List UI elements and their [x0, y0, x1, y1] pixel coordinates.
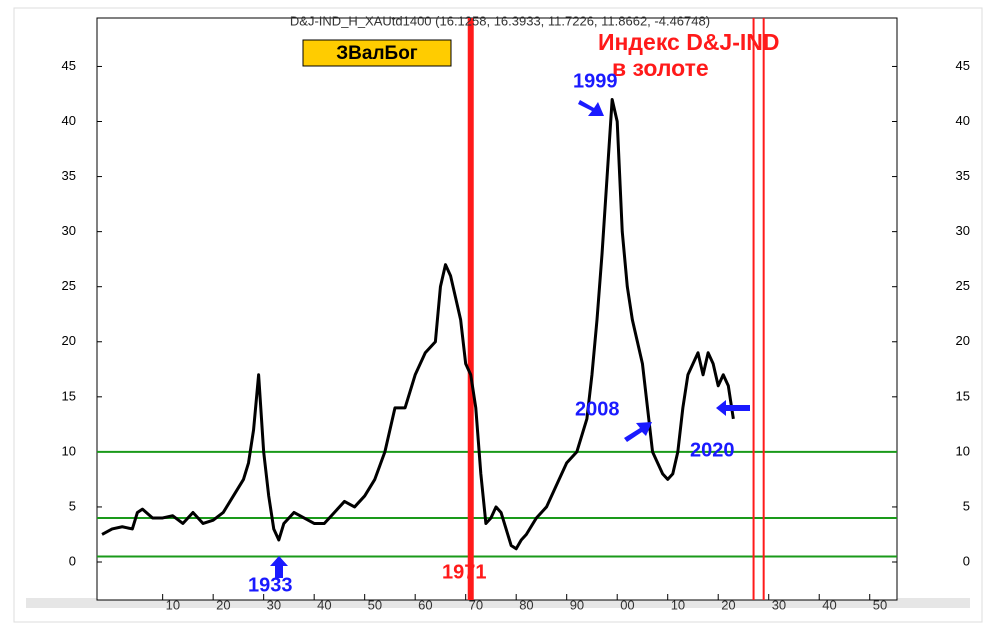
x-tick-label: 10	[166, 597, 180, 612]
x-tick-label: 30	[772, 597, 786, 612]
y-tick-label: 35	[62, 168, 76, 183]
scroll-strip	[26, 598, 970, 608]
y-tick-label: 20	[62, 333, 76, 348]
x-tick-label: 80	[519, 597, 533, 612]
annotation: 1999	[573, 70, 618, 92]
y-tick-label-right: 0	[963, 553, 970, 568]
chart-title: D&J-IND_H_XAUtd1400 (16.1258, 16.3933, 1…	[290, 13, 710, 28]
arrow	[270, 556, 288, 578]
y-tick-label-right: 45	[956, 58, 970, 73]
y-tick-label-right: 10	[956, 443, 970, 458]
y-tick-label: 30	[62, 223, 76, 238]
annotation: 2020	[690, 439, 735, 461]
y-tick-label-right: 35	[956, 168, 970, 183]
x-tick-label: 20	[216, 597, 230, 612]
badge-box	[302, 39, 452, 67]
plot-area	[96, 17, 898, 601]
x-tick-label: 70	[469, 597, 483, 612]
x-tick-label: 40	[822, 597, 836, 612]
y-tick-label-right: 30	[956, 223, 970, 238]
arrow	[716, 400, 750, 416]
y-tick-label: 10	[62, 443, 76, 458]
y-tick-label: 45	[62, 58, 76, 73]
y-tick-label-right: 20	[956, 333, 970, 348]
x-tick-label: 40	[317, 597, 331, 612]
annotation: Индекс D&J-IND	[598, 29, 779, 55]
y-tick-label: 5	[69, 498, 76, 513]
annotation: 1933	[248, 574, 293, 596]
y-tick-label: 0	[69, 553, 76, 568]
x-tick-label: 50	[368, 597, 382, 612]
arrows	[270, 100, 750, 578]
x-tick-label: 30	[267, 597, 281, 612]
series-line	[101, 97, 735, 551]
arrow	[624, 422, 652, 442]
y-tick-label-right: 25	[956, 278, 970, 293]
x-tick-label: 60	[418, 597, 432, 612]
annotation: 1971	[442, 561, 487, 583]
x-tick-label: 90	[570, 597, 584, 612]
y-tick-label: 25	[62, 278, 76, 293]
y-tick-label: 15	[62, 388, 76, 403]
x-tick-label: 10	[671, 597, 685, 612]
y-tick-label-right: 5	[963, 498, 970, 513]
y-tick-label-right: 40	[956, 113, 970, 128]
annotation: 2008	[575, 398, 620, 420]
y-tick-label: 40	[62, 113, 76, 128]
x-tick-label: 50	[873, 597, 887, 612]
x-tick-label: 00	[620, 597, 634, 612]
arrow	[578, 100, 604, 116]
x-tick-label: 20	[721, 597, 735, 612]
y-tick-label-right: 15	[956, 388, 970, 403]
badge: ЗВалБог	[336, 43, 418, 64]
annotation: в золоте	[612, 55, 709, 81]
